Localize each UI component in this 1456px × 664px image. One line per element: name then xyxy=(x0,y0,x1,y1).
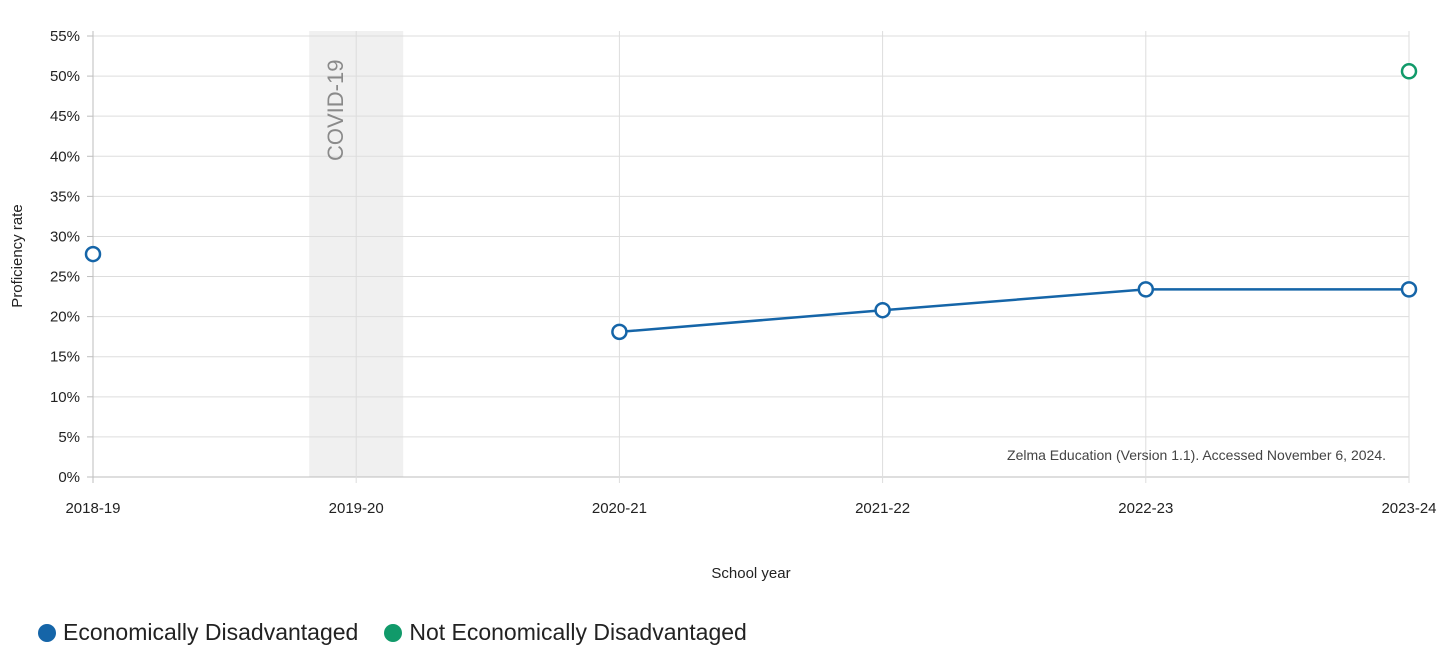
data-point-economically-disadvantaged[interactable] xyxy=(1137,281,1155,298)
y-axis-title: Proficiency rate xyxy=(9,204,26,307)
gridlines xyxy=(92,31,1410,483)
legend-item-not-economically-disadvantaged[interactable]: Not Economically Disadvantaged xyxy=(384,619,747,646)
y-tick-label: 20% xyxy=(50,309,80,326)
y-tick-label: 25% xyxy=(50,269,80,286)
series-lines xyxy=(619,288,1409,334)
x-tick-label: 2020-21 xyxy=(592,500,647,517)
axes: 0% 5% 10% 15% 20% 25% 30% 35% 40% 45% 50% 55% 2018-1… xyxy=(50,28,1437,517)
x-tick-label: 2023-24 xyxy=(1381,500,1436,517)
x-tick-label: 2021-22 xyxy=(855,500,910,517)
x-tick-label: 2022-23 xyxy=(1118,500,1173,517)
y-tick-label: 5% xyxy=(58,429,80,446)
series-line-economically-disadvantaged xyxy=(619,288,1409,334)
y-tick-label: 40% xyxy=(50,148,80,165)
y-tick-label: 10% xyxy=(50,389,80,406)
y-tick-label: 30% xyxy=(50,228,80,245)
y-tick-label: 0% xyxy=(58,469,80,486)
x-tick-label: 2018-19 xyxy=(65,500,120,517)
x-tick-label: 2019-20 xyxy=(329,500,384,517)
y-tick-label: 45% xyxy=(50,108,80,125)
legend-item-economically-disadvantaged[interactable]: Economically Disadvantaged xyxy=(38,619,358,646)
y-tick-label: 50% xyxy=(50,68,80,85)
legend-swatch-economically-disadvantaged xyxy=(38,623,56,642)
data-point-economically-disadvantaged[interactable] xyxy=(611,323,628,341)
series-points xyxy=(84,63,1418,341)
legend-label-not-economically-disadvantaged: Not Economically Disadvantaged xyxy=(409,619,747,645)
legend-label-economically-disadvantaged: Economically Disadvantaged xyxy=(63,619,359,645)
data-point-economically-disadvantaged[interactable] xyxy=(874,301,891,319)
x-axis-title: School year xyxy=(711,565,790,582)
data-point-economically-disadvantaged[interactable] xyxy=(1400,281,1418,298)
covid-band-label: COVID-19 xyxy=(323,60,348,161)
legend: Economically Disadvantaged Not Economica… xyxy=(38,619,773,646)
legend-swatch-not-economically-disadvantaged xyxy=(384,623,403,642)
source-annotation: Zelma Education (Version 1.1). Accessed … xyxy=(1007,447,1386,463)
y-tick-label: 15% xyxy=(50,349,80,366)
data-point-economically-disadvantaged[interactable] xyxy=(84,245,102,263)
data-point-not-economically-disadvantaged[interactable] xyxy=(1400,63,1418,80)
y-tick-label: 55% xyxy=(50,28,80,45)
y-tick-label: 35% xyxy=(50,188,80,205)
